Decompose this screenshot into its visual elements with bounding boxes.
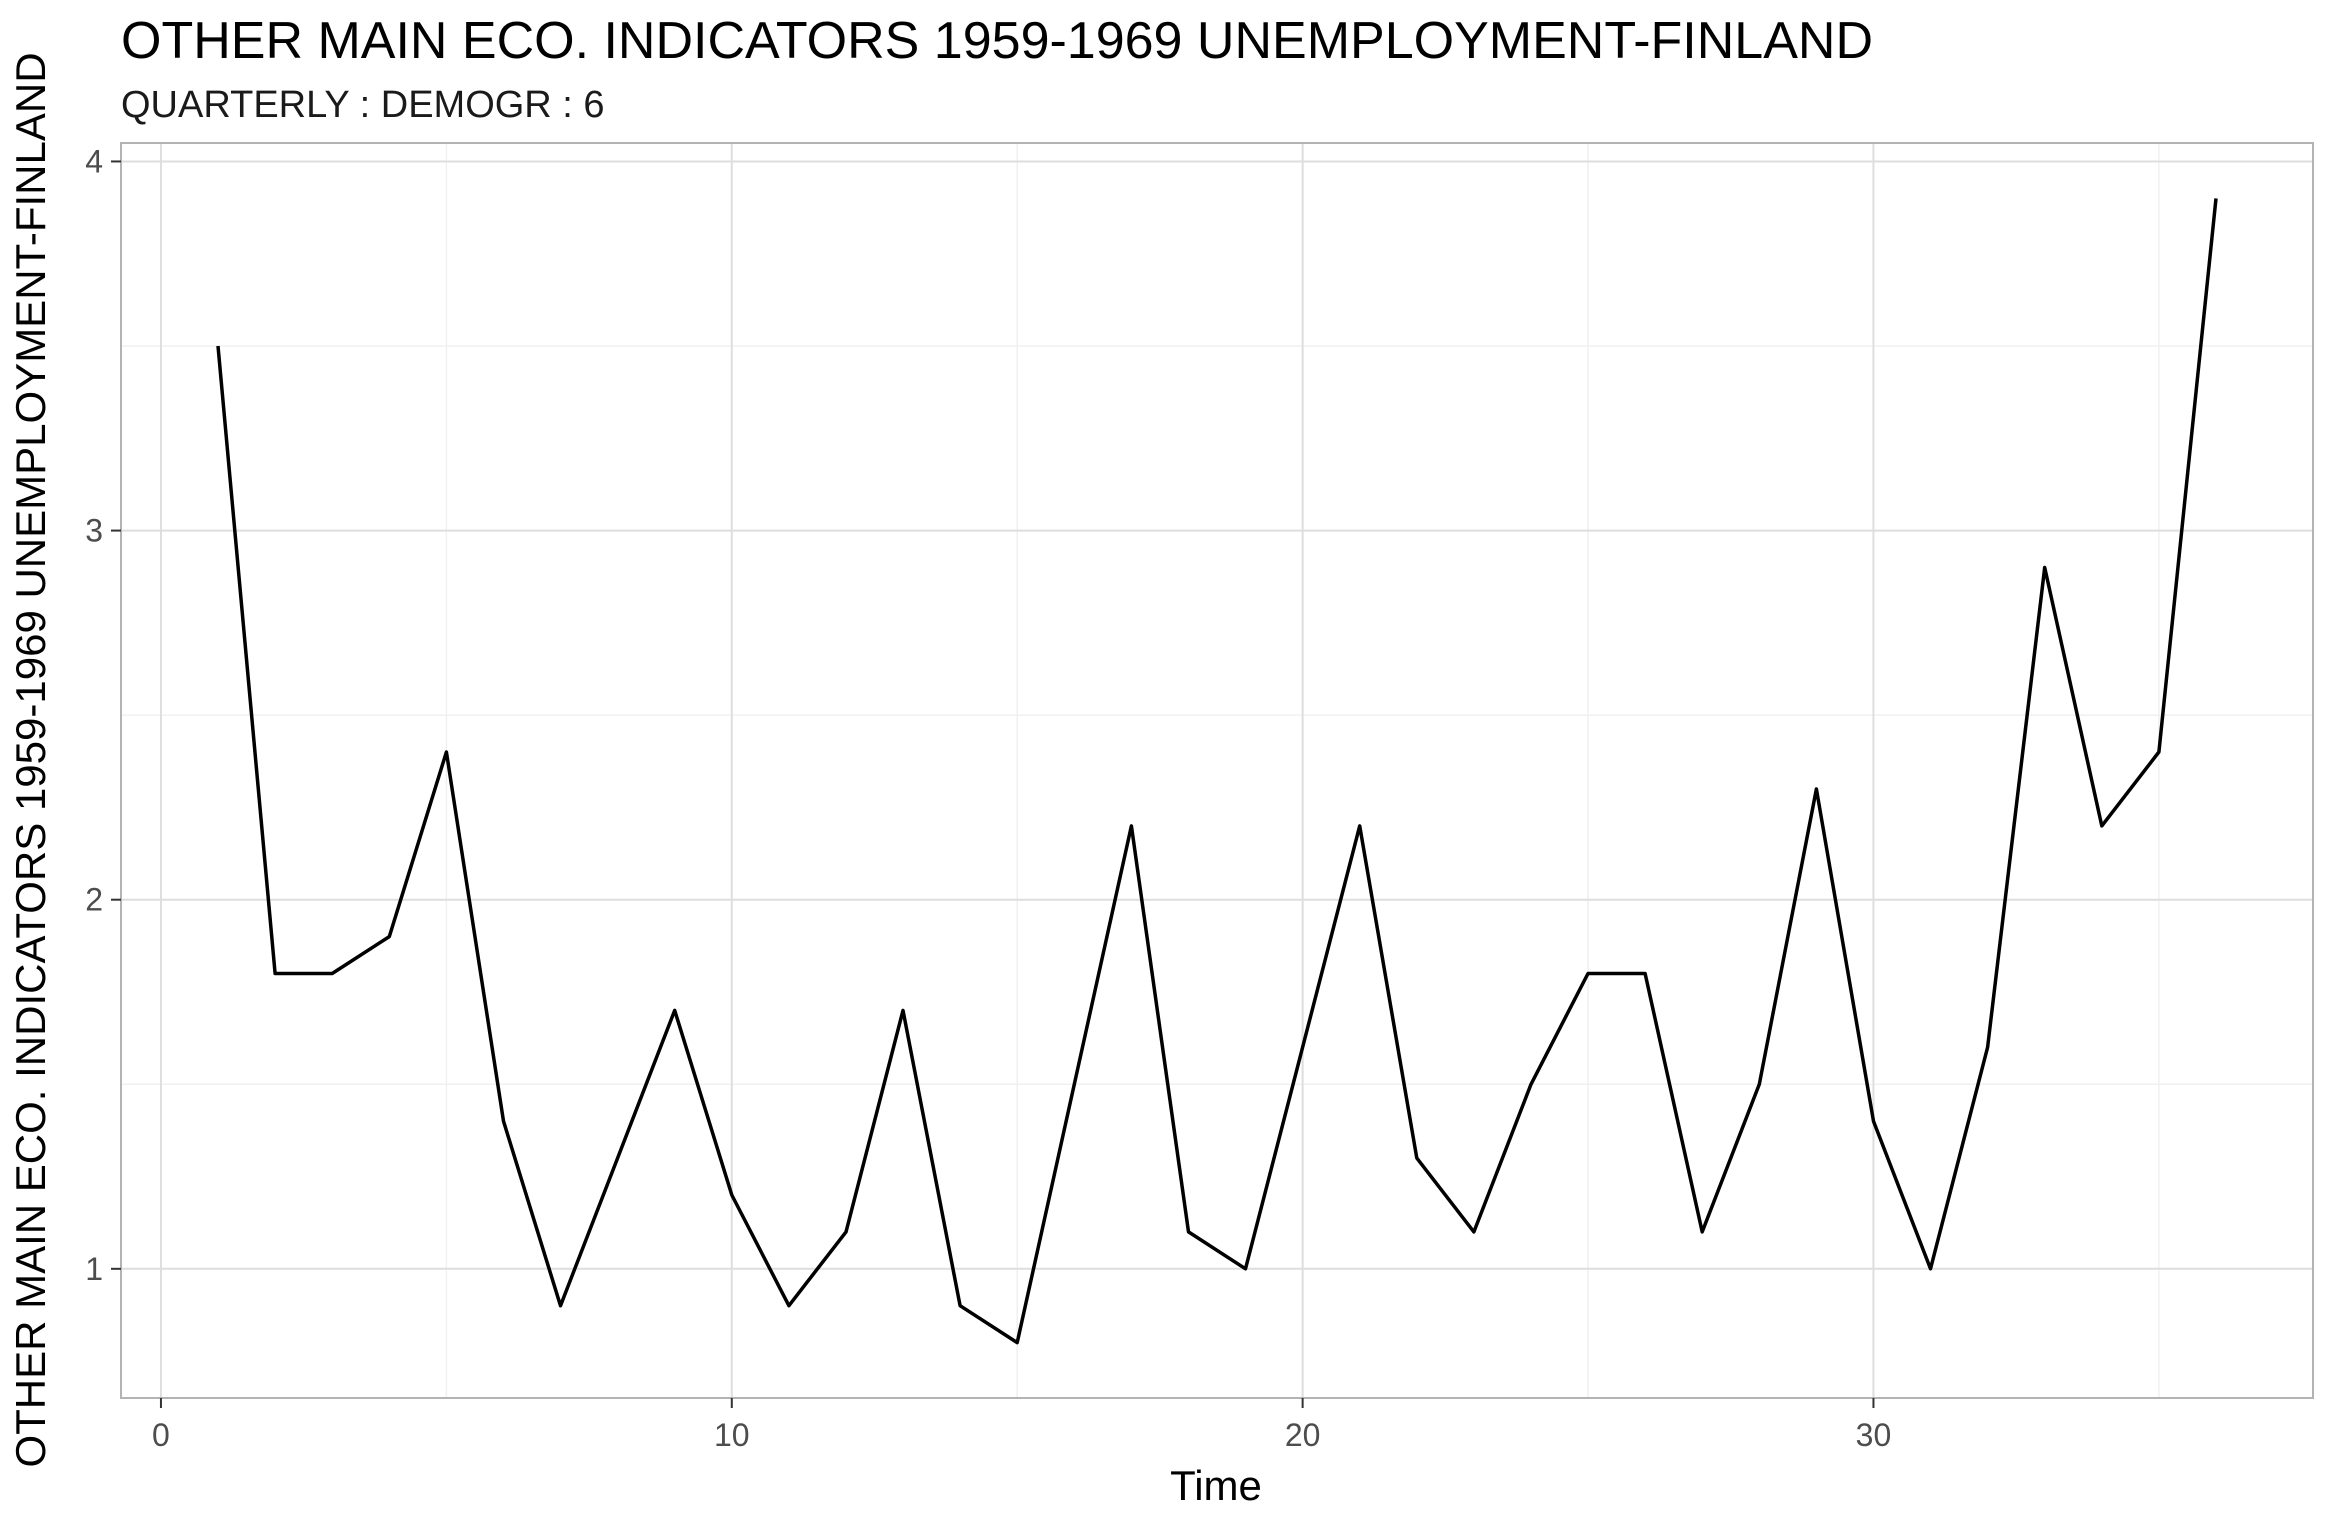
x-tick-label: 0 — [152, 1417, 170, 1453]
grid-minor — [121, 143, 2313, 1398]
y-tick-label: 1 — [85, 1251, 103, 1287]
y-tick-label: 2 — [85, 882, 103, 918]
chart-title: OTHER MAIN ECO. INDICATORS 1959-1969 UNE… — [121, 12, 1873, 70]
chart-subtitle: QUARTERLY : DEMOGR : 6 — [121, 84, 605, 126]
series-line — [216, 198, 2218, 1345]
x-tick-label: 10 — [714, 1417, 750, 1453]
x-axis-ticks: 0 10 20 30 — [152, 1398, 1891, 1453]
panel-background — [121, 143, 2313, 1398]
x-tick-label: 30 — [1856, 1417, 1892, 1453]
y-axis-label: OTHER MAIN ECO. INDICATORS 1959-1969 UNE… — [7, 52, 54, 1467]
x-axis-label: Time — [1170, 1462, 1262, 1509]
grid-major — [121, 143, 2313, 1398]
y-tick-label: 3 — [85, 513, 103, 549]
panel-border — [120, 142, 2314, 1399]
x-tick-label: 20 — [1285, 1417, 1321, 1453]
y-axis-ticks: 1 2 3 4 — [85, 143, 121, 1287]
y-tick-label: 4 — [85, 143, 103, 179]
plot-panel — [120, 142, 2314, 1399]
